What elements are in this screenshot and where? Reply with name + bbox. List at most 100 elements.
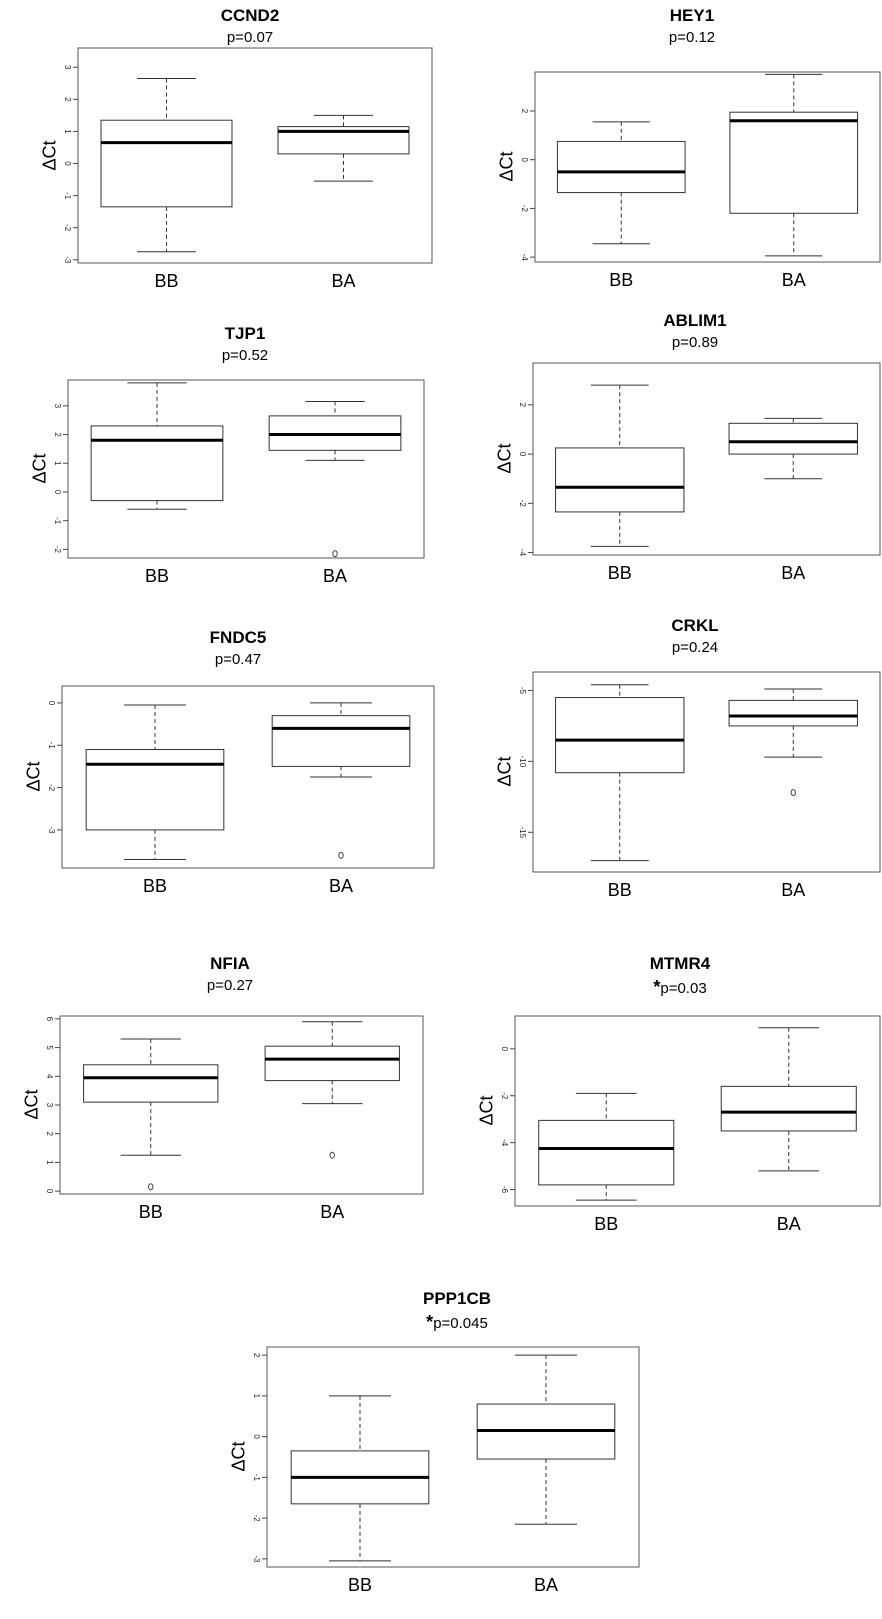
significance-star: * bbox=[426, 1312, 434, 1332]
p-value-text: p=0.07 bbox=[226, 29, 274, 46]
y-tick-label: 0 bbox=[500, 1047, 509, 1052]
y-tick-label: 1 bbox=[63, 129, 72, 134]
y-tick-label: -2 bbox=[47, 784, 56, 792]
p-value-label: p=0.07 bbox=[100, 29, 400, 46]
y-tick-label: 0 bbox=[520, 157, 529, 162]
p-value-label: *p=0.045 bbox=[307, 1312, 607, 1333]
y-tick-label: 0 bbox=[252, 1434, 261, 1439]
x-category-label: BB bbox=[609, 270, 633, 290]
y-tick-label: 0 bbox=[53, 490, 62, 495]
y-tick-label: 3 bbox=[63, 65, 72, 70]
y-tick-label: 2 bbox=[518, 403, 527, 408]
y-tick-label: -4 bbox=[520, 254, 529, 262]
chart-title: CRKL bbox=[671, 616, 719, 635]
p-value-text: p=0.12 bbox=[668, 29, 716, 46]
iqr-box bbox=[100, 119, 233, 208]
p-value-label: p=0.89 bbox=[545, 334, 845, 351]
y-tick-label: 2 bbox=[63, 97, 72, 102]
box-bb bbox=[538, 1092, 675, 1201]
y-tick-label: 1 bbox=[53, 461, 62, 466]
x-category-label: BA bbox=[320, 1202, 344, 1222]
y-tick-label: 3 bbox=[53, 404, 62, 409]
box-bb bbox=[83, 1038, 219, 1191]
box-ba bbox=[720, 1027, 857, 1172]
iqr-box bbox=[83, 1064, 219, 1103]
box-bb bbox=[290, 1395, 430, 1562]
iqr-box bbox=[555, 447, 685, 513]
y-tick-label: -2 bbox=[520, 205, 529, 213]
boxplot-panel-fndc5: FNDC5 p=0.47 ΔCt -3 -2 -1 0 BB BA bbox=[10, 622, 440, 912]
y-tick-label: -2 bbox=[500, 1092, 509, 1100]
outlier-point bbox=[148, 1183, 154, 1191]
chart-title: FNDC5 bbox=[209, 628, 267, 647]
plot-frame bbox=[514, 1015, 881, 1207]
y-tick-label: -1 bbox=[47, 742, 56, 750]
chart-title: TJP1 bbox=[224, 324, 266, 343]
significance-star: * bbox=[653, 977, 661, 997]
y-tick-label: 5 bbox=[45, 1045, 54, 1050]
p-value-text: p=0.24 bbox=[671, 639, 719, 656]
y-tick-label: -2 bbox=[63, 224, 72, 232]
box-ba bbox=[728, 688, 858, 797]
iqr-box bbox=[538, 1119, 675, 1186]
y-tick-label: 3 bbox=[45, 1103, 54, 1108]
x-category-label: BB bbox=[608, 880, 632, 900]
p-value-label: p=0.52 bbox=[95, 347, 395, 364]
p-value-text: p=0.52 bbox=[221, 347, 269, 364]
y-tick-label: 4 bbox=[45, 1074, 54, 1079]
chart-title: PPP1CB bbox=[422, 1289, 492, 1308]
box-bb bbox=[555, 684, 685, 862]
x-category-label: BB bbox=[143, 876, 167, 896]
plot-frame bbox=[61, 685, 435, 869]
p-value-text: p=0.045 bbox=[433, 1315, 488, 1332]
x-category-label: BB bbox=[348, 1575, 372, 1595]
y-tick-label: -3 bbox=[47, 826, 56, 834]
p-value-label: p=0.27 bbox=[80, 977, 380, 994]
boxplot-panel-hey1: HEY1 p=0.12 ΔCt -4 -2 0 2 BB BA bbox=[455, 0, 882, 305]
p-value-label: p=0.47 bbox=[88, 651, 388, 668]
iqr-box bbox=[720, 1085, 857, 1132]
p-value-text: p=0.03 bbox=[660, 980, 707, 997]
box-ba bbox=[264, 1021, 400, 1159]
box-bb bbox=[555, 384, 685, 547]
iqr-box bbox=[728, 422, 858, 455]
box-ba bbox=[271, 702, 411, 859]
plot-svg: -2 -1 0 1 2 3 BB BA bbox=[53, 379, 425, 586]
iqr-box bbox=[556, 140, 686, 194]
x-category-label: BB bbox=[608, 563, 632, 583]
y-tick-label: -2 bbox=[518, 500, 527, 508]
plot-svg: -3 -2 -1 0 1 2 3 BB BA bbox=[63, 47, 433, 291]
y-tick-label: 0 bbox=[45, 1189, 54, 1194]
x-category-label: BB bbox=[145, 566, 169, 586]
y-tick-label: 1 bbox=[45, 1160, 54, 1165]
iqr-box bbox=[555, 697, 685, 774]
y-tick-label: -3 bbox=[252, 1555, 261, 1563]
y-tick-label: 2 bbox=[53, 432, 62, 437]
y-tick-label: -5 bbox=[518, 687, 527, 695]
box-bb bbox=[85, 704, 225, 861]
y-tick-label: -2 bbox=[53, 546, 62, 554]
y-tick-label: -4 bbox=[500, 1139, 509, 1147]
x-category-label: BA bbox=[782, 270, 806, 290]
outlier-point bbox=[332, 550, 338, 558]
outlier-point bbox=[338, 851, 344, 859]
chart-title: ABLIM1 bbox=[663, 311, 727, 330]
y-tick-label: -1 bbox=[53, 517, 62, 525]
box-ba bbox=[728, 417, 858, 480]
x-category-label: BA bbox=[534, 1575, 558, 1595]
outlier-point bbox=[790, 789, 796, 797]
iqr-box bbox=[85, 748, 225, 831]
p-value-text: p=0.47 bbox=[214, 651, 262, 668]
plot-svg: 0 1 2 3 4 5 6 BB BA bbox=[45, 1015, 424, 1222]
x-category-label: BA bbox=[329, 876, 353, 896]
plot-svg: -3 -2 -1 0 BB BA bbox=[47, 685, 435, 896]
y-tick-label: -15 bbox=[518, 827, 527, 839]
y-tick-label: 6 bbox=[45, 1017, 54, 1022]
p-value-label: *p=0.03 bbox=[530, 977, 830, 998]
boxplot-panel-mtmr4: MTMR4 *p=0.03 ΔCt -6 -4 -2 0 BB BA bbox=[455, 948, 882, 1263]
y-tick-label: 0 bbox=[63, 161, 72, 166]
box-ba bbox=[476, 1354, 616, 1525]
p-value-label: p=0.12 bbox=[542, 29, 842, 46]
plot-frame bbox=[266, 1346, 640, 1568]
plot-frame bbox=[532, 362, 881, 556]
